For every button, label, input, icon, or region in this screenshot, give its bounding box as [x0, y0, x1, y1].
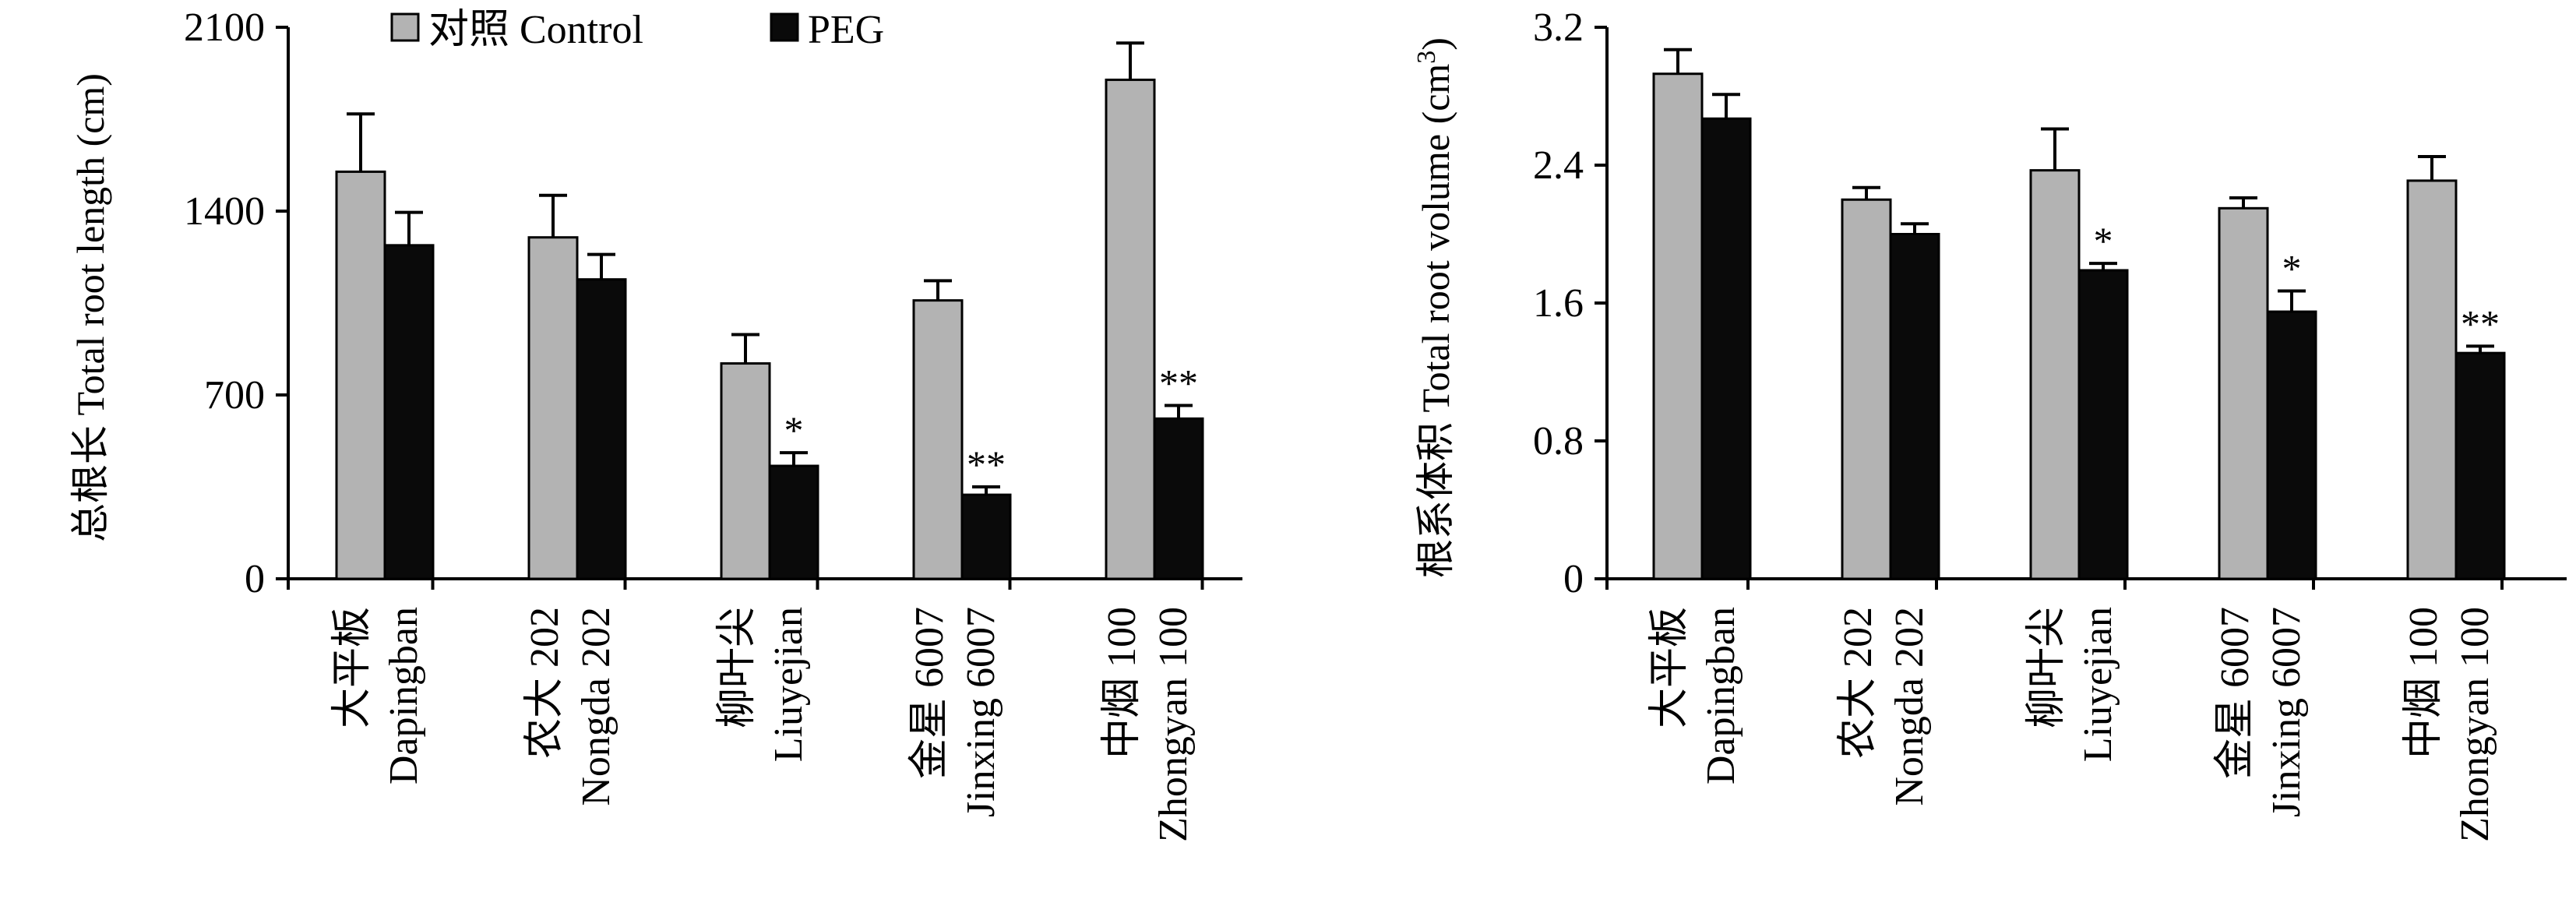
y-tick-label: 3.2: [1533, 5, 1584, 50]
bar-peg: [1700, 117, 1752, 580]
category-label-en: Nongda 202: [1887, 607, 1932, 806]
bar-control: [2406, 179, 2458, 580]
bar-control: [335, 170, 386, 580]
y-tick-label: 1.6: [1533, 281, 1584, 326]
legend-swatch-peg: [770, 12, 799, 42]
category-label-en: Zhongyan 100: [1151, 607, 1196, 842]
category-label-cn: 柳叶尖: [715, 607, 759, 728]
bar-control: [2029, 169, 2081, 580]
category-label-en: Jinxing 6007: [2264, 607, 2309, 817]
bar-peg: [1153, 417, 1204, 580]
bar-peg: [383, 244, 435, 580]
bar-control: [2218, 206, 2269, 580]
y-tick-label: 700: [204, 373, 265, 418]
y-tick-label: 0: [245, 557, 265, 601]
bar-peg: [768, 464, 819, 580]
y-tick-label: 2100: [184, 5, 265, 50]
bar-control: [1652, 72, 1704, 580]
y-tick-label: 0: [1563, 557, 1584, 601]
significance-marker: *: [784, 408, 804, 452]
bar-peg: [2077, 269, 2129, 580]
chart-total-root-length: 总根长 Total root length (cm) 0 700 1400 2100 大…: [69, 5, 1242, 842]
bar-control: [1841, 198, 1892, 580]
legend-label-peg: PEG: [808, 8, 884, 52]
significance-marker: *: [2094, 219, 2113, 263]
significance-marker: *: [2282, 247, 2302, 291]
category-label-cn: 中烟 100: [1100, 607, 1144, 759]
chart-total-root-volume: 根系体积 Total root volume (cm3) 0 0.8 1.6 2.4 3…: [1412, 5, 2567, 842]
significance-marker: **: [1159, 361, 1198, 404]
category-label-en: Dapingban: [382, 607, 426, 784]
legend-swatch-control: [390, 12, 420, 42]
y-tick-label: 0.8: [1533, 419, 1584, 464]
y-tick-label: 1400: [184, 189, 265, 234]
category-label-en: Zhongyan 100: [2453, 607, 2497, 842]
bar-peg: [960, 493, 1012, 580]
bar-control: [527, 236, 579, 580]
category-label-cn: 金星 6007: [2213, 607, 2257, 779]
category-label-en: Nongda 202: [574, 607, 618, 806]
y-axis-title-root-volume: 根系体积 Total root volume (cm3): [1412, 37, 1457, 578]
category-label-cn: 柳叶尖: [2025, 607, 2069, 728]
category-label-cn: 金星 6007: [907, 607, 952, 779]
category-label-en: Liuyejian: [2076, 607, 2120, 762]
category-label-en: Liuyejian: [766, 607, 811, 762]
category-label-cn: 大平板: [330, 607, 375, 728]
category-label-en: Jinxing 6007: [959, 607, 1003, 817]
y-axis-title-root-length: 总根长 Total root length (cm): [69, 73, 112, 542]
bar-peg: [2266, 310, 2317, 580]
bar-control: [912, 299, 964, 580]
legend-label-control: 对照 Control: [428, 8, 643, 52]
category-label-cn: 农大 202: [1836, 607, 1880, 759]
category-label-en: Dapingban: [1699, 607, 1743, 784]
category-label-cn: 中烟 100: [2402, 607, 2446, 759]
category-label-cn: 大平板: [1647, 607, 1692, 728]
bar-peg: [1889, 233, 1940, 580]
category-label-cn: 农大 202: [523, 607, 567, 759]
bar-control: [720, 362, 771, 580]
legend: 对照 Control PEG: [390, 8, 884, 52]
significance-marker: **: [967, 442, 1006, 486]
bar-control: [1105, 78, 1156, 580]
bar-peg: [576, 278, 627, 580]
significance-marker: **: [2461, 301, 2500, 345]
y-tick-label: 2.4: [1533, 143, 1584, 188]
bar-peg: [2454, 351, 2506, 580]
